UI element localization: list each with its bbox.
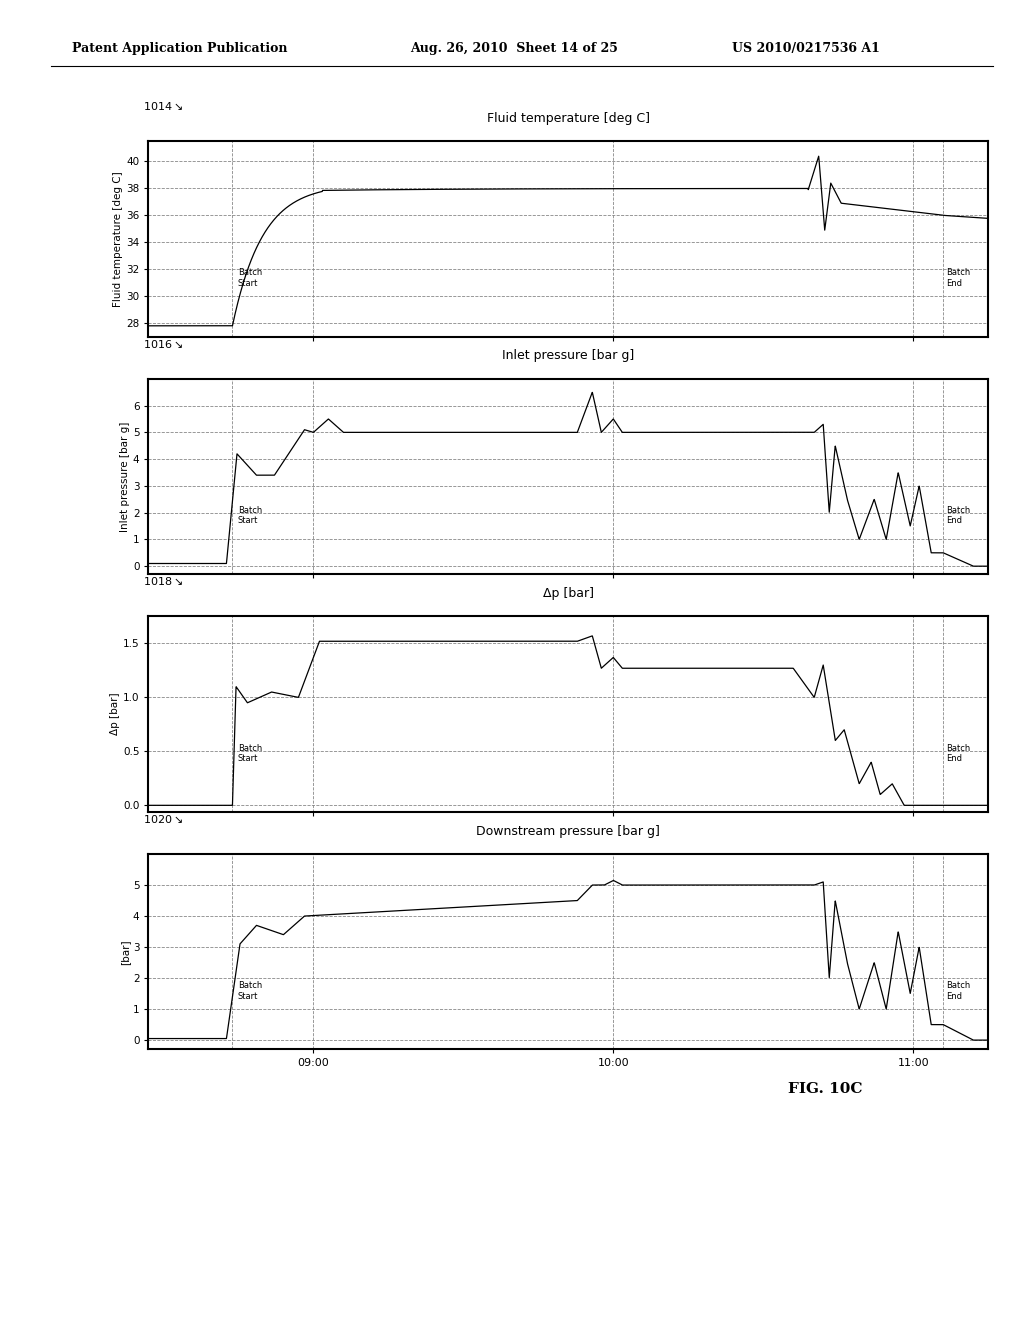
Text: US 2010/0217536 A1: US 2010/0217536 A1 bbox=[732, 42, 880, 55]
Text: 1018$\searrow$: 1018$\searrow$ bbox=[143, 576, 183, 587]
Y-axis label: Δp [bar]: Δp [bar] bbox=[110, 693, 120, 735]
Title: Fluid temperature [deg C]: Fluid temperature [deg C] bbox=[486, 112, 650, 125]
Text: 1016$\searrow$: 1016$\searrow$ bbox=[143, 338, 183, 350]
Text: Batch
End: Batch End bbox=[946, 743, 971, 763]
Text: Batch
End: Batch End bbox=[946, 268, 971, 288]
Y-axis label: Inlet pressure [bar g]: Inlet pressure [bar g] bbox=[120, 421, 130, 532]
Text: Batch
Start: Batch Start bbox=[238, 743, 262, 763]
Text: Batch
End: Batch End bbox=[946, 506, 971, 525]
Title: Δp [bar]: Δp [bar] bbox=[543, 587, 594, 601]
Text: FIG. 10C: FIG. 10C bbox=[788, 1082, 863, 1097]
Text: Batch
Start: Batch Start bbox=[238, 506, 262, 525]
Text: Batch
Start: Batch Start bbox=[238, 981, 262, 1001]
Y-axis label: Fluid temperature [deg C]: Fluid temperature [deg C] bbox=[114, 172, 124, 306]
Text: Batch
Start: Batch Start bbox=[238, 268, 262, 288]
Title: Inlet pressure [bar g]: Inlet pressure [bar g] bbox=[502, 350, 635, 363]
Text: Patent Application Publication: Patent Application Publication bbox=[72, 42, 287, 55]
Y-axis label: [bar]: [bar] bbox=[120, 939, 130, 965]
Text: Aug. 26, 2010  Sheet 14 of 25: Aug. 26, 2010 Sheet 14 of 25 bbox=[410, 42, 617, 55]
Text: 1014$\searrow$: 1014$\searrow$ bbox=[143, 100, 183, 112]
Text: Batch
End: Batch End bbox=[946, 981, 971, 1001]
Text: 1020$\searrow$: 1020$\searrow$ bbox=[143, 813, 183, 825]
Title: Downstream pressure [bar g]: Downstream pressure [bar g] bbox=[476, 825, 660, 838]
